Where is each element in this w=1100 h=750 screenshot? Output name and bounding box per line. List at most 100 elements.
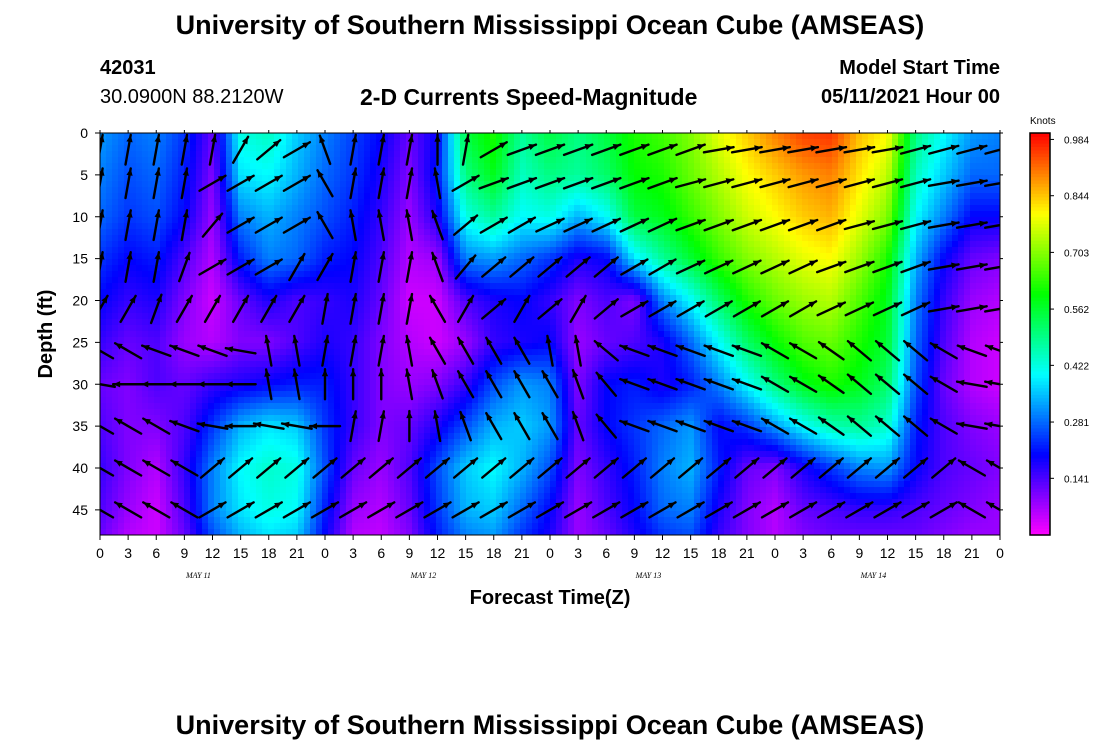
heat-cell (982, 313, 989, 320)
heat-cell (700, 199, 707, 206)
heat-cell (622, 181, 629, 188)
heat-cell (820, 307, 827, 314)
heat-cell (688, 271, 695, 278)
heat-cell (124, 217, 131, 224)
heat-cell (178, 277, 185, 284)
heat-cell (430, 199, 437, 206)
heat-cell (790, 307, 797, 314)
heat-cell (694, 271, 701, 278)
heat-cell (964, 229, 971, 236)
heat-cell (124, 139, 131, 146)
heat-cell (760, 283, 767, 290)
heat-cell (622, 193, 629, 200)
heat-cell (232, 181, 239, 188)
heat-cell (292, 163, 299, 170)
heat-cell (886, 295, 893, 302)
heat-cell (682, 235, 689, 242)
heat-cell (754, 199, 761, 206)
heat-cell (106, 325, 113, 332)
heat-cell (346, 235, 353, 242)
heat-cell (820, 163, 827, 170)
heat-cell (778, 175, 785, 182)
heat-cell (316, 307, 323, 314)
heat-cell (142, 187, 149, 194)
heat-cell (400, 247, 407, 254)
heat-cell (946, 259, 953, 266)
heat-cell (724, 313, 731, 320)
heat-cell (424, 313, 431, 320)
heat-cell (526, 307, 533, 314)
heat-cell (364, 139, 371, 146)
heat-cell (544, 175, 551, 182)
heat-cell (418, 169, 425, 176)
heat-cell (526, 169, 533, 176)
heat-cell (466, 169, 473, 176)
heat-cell (430, 271, 437, 278)
heat-cell (568, 229, 575, 236)
heat-cell (832, 259, 839, 266)
heat-cell (472, 187, 479, 194)
heat-cell (928, 199, 935, 206)
heat-cell (904, 175, 911, 182)
heat-cell (274, 151, 281, 158)
heat-cell (886, 139, 893, 146)
heat-cell (844, 145, 851, 152)
heat-cell (448, 253, 455, 260)
heat-cell (418, 211, 425, 218)
heat-cell (328, 199, 335, 206)
heat-cell (532, 325, 539, 332)
heat-cell (574, 145, 581, 152)
heat-cell (172, 157, 179, 164)
heat-cell (298, 211, 305, 218)
heat-cell (160, 277, 167, 284)
heat-cell (982, 325, 989, 332)
heat-cell (262, 259, 269, 266)
heat-cell (766, 235, 773, 242)
heat-cell (586, 241, 593, 248)
heat-cell (154, 133, 161, 140)
heat-cell (568, 247, 575, 254)
heat-cell (514, 151, 521, 158)
heat-cell (106, 217, 113, 224)
heat-cell (754, 211, 761, 218)
heat-cell (286, 295, 293, 302)
heat-cell (166, 289, 173, 296)
heat-cell (544, 259, 551, 266)
heat-cell (112, 199, 119, 206)
heat-cell (346, 223, 353, 230)
heat-cell (634, 205, 641, 212)
heat-cell (988, 289, 995, 296)
heat-cell (856, 247, 863, 254)
heat-cell (352, 181, 359, 188)
heat-cell (382, 247, 389, 254)
heat-cell (286, 193, 293, 200)
heat-cell (610, 151, 617, 158)
heat-cell (226, 139, 233, 146)
heat-cell (100, 187, 107, 194)
heat-cell (628, 247, 635, 254)
heat-cell (502, 307, 509, 314)
heat-cell (598, 187, 605, 194)
heat-cell (970, 271, 977, 278)
heat-cell (478, 271, 485, 278)
heat-cell (448, 211, 455, 218)
heat-cell (250, 313, 257, 320)
heat-cell (160, 247, 167, 254)
heat-cell (784, 151, 791, 158)
heat-cell (664, 211, 671, 218)
heat-cell (118, 277, 125, 284)
heat-cell (850, 133, 857, 140)
heat-cell (112, 331, 119, 338)
heat-cell (916, 265, 923, 272)
heat-cell (370, 223, 377, 230)
heat-cell (952, 277, 959, 284)
heat-cell (766, 307, 773, 314)
heat-cell (454, 133, 461, 140)
heat-cell (388, 277, 395, 284)
heat-cell (556, 181, 563, 188)
heat-cell (334, 277, 341, 284)
heat-cell (892, 169, 899, 176)
heat-cell (784, 283, 791, 290)
heat-cell (784, 307, 791, 314)
heat-cell (508, 235, 515, 242)
